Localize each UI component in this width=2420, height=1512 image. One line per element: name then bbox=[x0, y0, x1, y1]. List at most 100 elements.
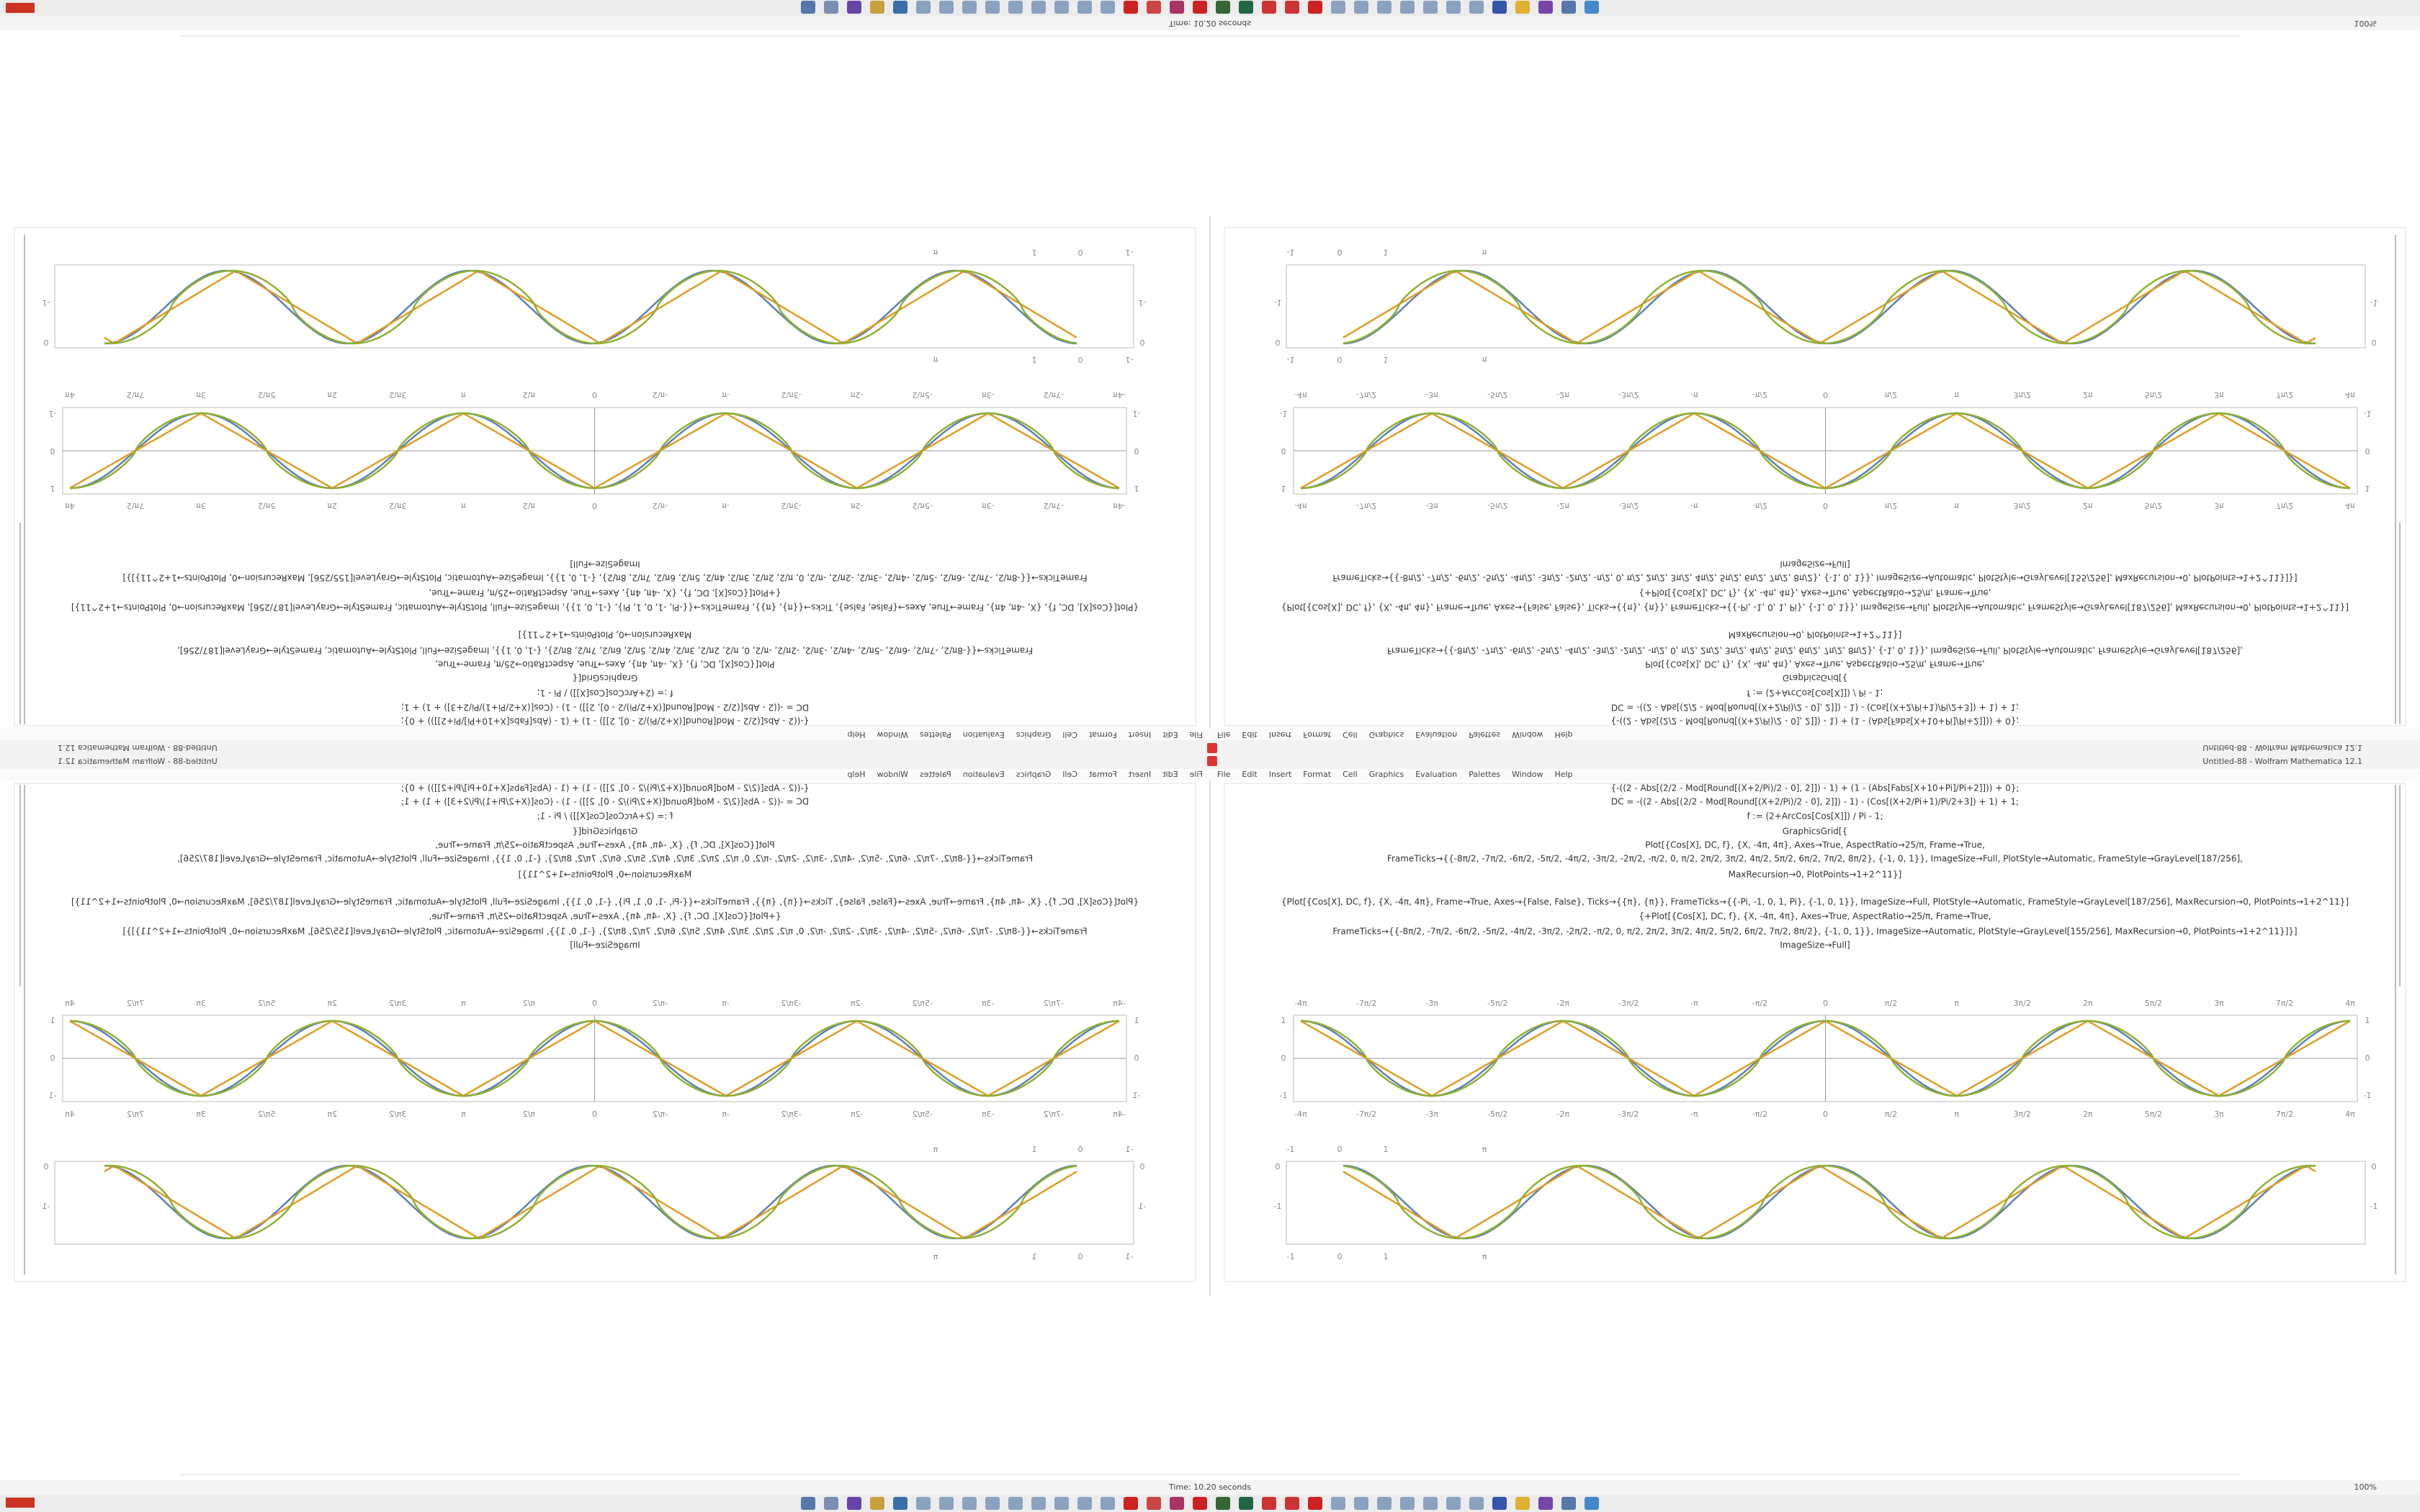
toolbar-icon[interactable] bbox=[1124, 1, 1138, 14]
toolbar-icon[interactable] bbox=[1147, 1, 1161, 14]
toolbar-icon[interactable] bbox=[1262, 1497, 1276, 1510]
toolbar-icon[interactable] bbox=[1031, 1, 1046, 14]
toolbar-icon[interactable] bbox=[916, 1497, 931, 1510]
toolbar-icon[interactable] bbox=[1239, 1497, 1253, 1510]
menu-item[interactable]: Window bbox=[877, 770, 908, 779]
menu-item[interactable]: Help bbox=[1554, 770, 1572, 779]
toolbar-icon[interactable] bbox=[1423, 1, 1438, 14]
toolbar-icon[interactable] bbox=[1101, 1, 1115, 14]
toolbar-icon[interactable] bbox=[801, 1, 815, 14]
toolbar-icon[interactable] bbox=[870, 1497, 884, 1510]
toolbar-icon[interactable] bbox=[1193, 1497, 1207, 1510]
toolbar-icon[interactable] bbox=[1561, 1, 1576, 14]
menu-item[interactable]: Evaluation bbox=[963, 770, 1005, 779]
menu-item[interactable]: Evaluation bbox=[963, 730, 1005, 739]
menu-item[interactable]: Evaluation bbox=[1415, 730, 1457, 739]
toolbar-icon[interactable] bbox=[1492, 1497, 1507, 1510]
menu-item[interactable]: Format bbox=[1303, 730, 1331, 739]
menu-item[interactable]: Palettes bbox=[920, 730, 951, 739]
menu-item[interactable]: Insert bbox=[1128, 730, 1151, 739]
toolbar-icon[interactable] bbox=[1147, 1497, 1161, 1510]
menu-item[interactable]: Palettes bbox=[1469, 730, 1500, 739]
toolbar-icon[interactable] bbox=[1216, 1497, 1230, 1510]
toolbar-icon[interactable] bbox=[1170, 1, 1184, 14]
toolbar-icon[interactable] bbox=[1469, 1497, 1484, 1510]
toolbar-icon[interactable] bbox=[1054, 1497, 1069, 1510]
menu-item[interactable]: Evaluation bbox=[1415, 770, 1457, 779]
close-button[interactable] bbox=[1207, 743, 1217, 753]
toolbar-icon[interactable] bbox=[1101, 1497, 1115, 1510]
menu-item[interactable]: File bbox=[1217, 730, 1231, 739]
menu-item[interactable]: Insert bbox=[1269, 770, 1292, 779]
toolbar-icon[interactable] bbox=[1331, 1497, 1345, 1510]
menu-item[interactable]: File bbox=[1189, 730, 1203, 739]
menu-item[interactable]: Graphics bbox=[1016, 730, 1052, 739]
toolbar-icon[interactable] bbox=[1377, 1497, 1392, 1510]
toolbar-icon[interactable] bbox=[1538, 1, 1553, 14]
toolbar-icon[interactable] bbox=[1446, 1, 1461, 14]
menu-item[interactable]: File bbox=[1217, 770, 1231, 779]
toolbar-icon[interactable] bbox=[893, 1, 908, 14]
toolbar-icon[interactable] bbox=[985, 1, 1000, 14]
toolbar-icon[interactable] bbox=[1193, 1, 1207, 14]
menu-item[interactable]: Help bbox=[847, 730, 865, 739]
toolbar-icon[interactable] bbox=[1308, 1, 1322, 14]
toolbar-icon[interactable] bbox=[824, 1497, 838, 1510]
menu-item[interactable]: Format bbox=[1088, 770, 1116, 779]
menu-item[interactable]: Insert bbox=[1128, 770, 1151, 779]
close-button[interactable] bbox=[1207, 756, 1217, 766]
toolbar-icon[interactable] bbox=[1054, 1, 1069, 14]
toolbar-icon[interactable] bbox=[962, 1, 977, 14]
menu-item[interactable]: Graphics bbox=[1016, 770, 1052, 779]
toolbar-icon[interactable] bbox=[801, 1497, 815, 1510]
toolbar-icon[interactable] bbox=[1469, 1, 1484, 14]
toolbar-icon[interactable] bbox=[1170, 1497, 1184, 1510]
toolbar-icon[interactable] bbox=[1515, 1497, 1530, 1510]
toolbar-icon[interactable] bbox=[870, 1, 884, 14]
toolbar-icon[interactable] bbox=[847, 1, 861, 14]
menu-item[interactable]: Cell bbox=[1343, 730, 1358, 739]
menu-item[interactable]: Window bbox=[1512, 730, 1543, 739]
toolbar-icon[interactable] bbox=[939, 1, 954, 14]
toolbar-icon[interactable] bbox=[1354, 1497, 1368, 1510]
toolbar-icon[interactable] bbox=[1031, 1497, 1046, 1510]
menu-item[interactable]: Cell bbox=[1062, 730, 1077, 739]
menu-item[interactable]: File bbox=[1189, 770, 1203, 779]
toolbar-icon[interactable] bbox=[1377, 1, 1392, 14]
toolbar-icon[interactable] bbox=[1585, 1497, 1599, 1510]
menu-item[interactable]: Edit bbox=[1162, 770, 1178, 779]
toolbar-icon[interactable] bbox=[1492, 1, 1507, 14]
toolbar-icon[interactable] bbox=[1008, 1, 1023, 14]
toolbar-icon[interactable] bbox=[1216, 1, 1230, 14]
toolbar-icon[interactable] bbox=[939, 1497, 954, 1510]
toolbar-icon[interactable] bbox=[1262, 1, 1276, 14]
toolbar-icon[interactable] bbox=[1285, 1, 1299, 14]
menu-item[interactable]: Window bbox=[1512, 770, 1543, 779]
menu-item[interactable]: Edit bbox=[1242, 730, 1258, 739]
toolbar-icon[interactable] bbox=[893, 1497, 908, 1510]
toolbar-icon[interactable] bbox=[1585, 1, 1599, 14]
toolbar-icon[interactable] bbox=[1077, 1497, 1092, 1510]
toolbar-icon[interactable] bbox=[1423, 1497, 1438, 1510]
toolbar-icon[interactable] bbox=[1538, 1497, 1553, 1510]
toolbar-icon[interactable] bbox=[1008, 1497, 1023, 1510]
menu-item[interactable]: Cell bbox=[1062, 770, 1077, 779]
menu-item[interactable]: Palettes bbox=[1469, 770, 1500, 779]
toolbar-icon[interactable] bbox=[985, 1497, 1000, 1510]
menu-item[interactable]: Palettes bbox=[920, 770, 951, 779]
menu-item[interactable]: Edit bbox=[1242, 770, 1258, 779]
toolbar-icon[interactable] bbox=[1400, 1, 1415, 14]
menu-item[interactable]: Help bbox=[1554, 730, 1572, 739]
toolbar-icon[interactable] bbox=[1446, 1497, 1461, 1510]
toolbar-icon[interactable] bbox=[916, 1, 931, 14]
toolbar-icon[interactable] bbox=[1400, 1497, 1415, 1510]
toolbar-icon[interactable] bbox=[1124, 1497, 1138, 1510]
toolbar-icon[interactable] bbox=[1561, 1497, 1576, 1510]
menu-item[interactable]: Cell bbox=[1343, 770, 1358, 779]
menu-item[interactable]: Help bbox=[847, 770, 865, 779]
start-icon[interactable] bbox=[6, 3, 35, 13]
menu-item[interactable]: Window bbox=[877, 730, 908, 739]
toolbar-icon[interactable] bbox=[1239, 1, 1253, 14]
toolbar-icon[interactable] bbox=[1331, 1, 1345, 14]
toolbar-icon[interactable] bbox=[1308, 1497, 1322, 1510]
